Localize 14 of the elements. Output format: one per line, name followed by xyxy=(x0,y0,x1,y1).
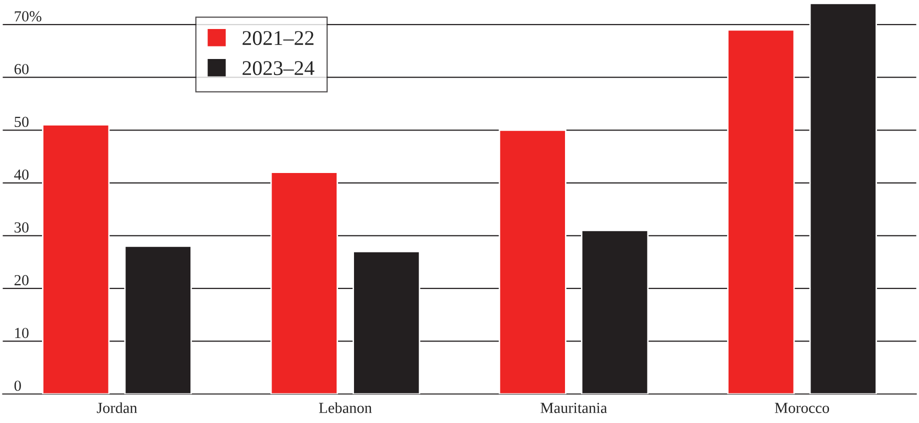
y-tick-label: 10 xyxy=(15,328,29,338)
x-tick-label: Mauritania xyxy=(540,402,607,414)
x-tick-label: Lebanon xyxy=(319,402,372,414)
y-tick-label: 70% xyxy=(14,11,42,22)
y-tick-label: 60 xyxy=(14,64,29,74)
x-tick-label: Jordan xyxy=(96,402,138,414)
y-tick-label: 0 xyxy=(14,380,21,391)
legend-label: 2023–24 xyxy=(242,61,314,76)
y-tick-label: 30 xyxy=(14,222,29,233)
legend-label: 2021–22 xyxy=(242,31,314,46)
y-tick-label: 20 xyxy=(14,275,29,286)
x-tick-label: Morocco xyxy=(774,402,830,414)
y-tick-label: 50 xyxy=(14,116,29,128)
y-tick-label: 40 xyxy=(14,169,29,180)
